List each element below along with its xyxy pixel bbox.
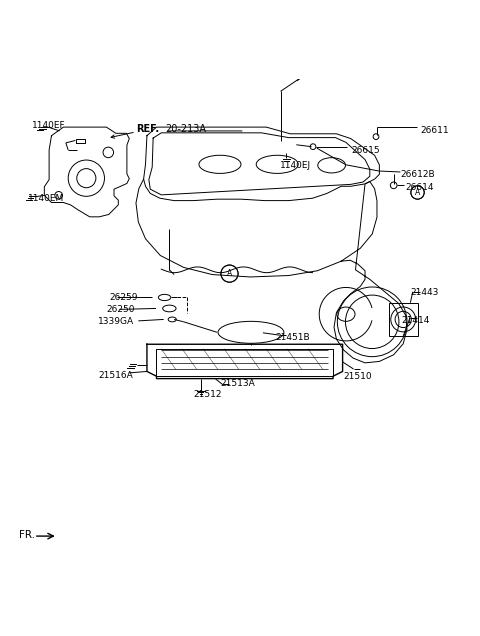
Text: 26615: 26615	[351, 146, 380, 155]
Text: 21513A: 21513A	[220, 379, 255, 389]
Text: 26614: 26614	[405, 183, 433, 192]
Text: 21510: 21510	[343, 371, 372, 381]
Text: 26612B: 26612B	[400, 170, 435, 179]
Text: 1140EJ: 1140EJ	[280, 161, 311, 170]
Text: 1339GA: 1339GA	[98, 317, 134, 326]
Text: 26250: 26250	[107, 305, 135, 314]
Text: 21512: 21512	[194, 390, 222, 399]
Text: 1140EF: 1140EF	[32, 121, 65, 130]
Text: A: A	[227, 269, 232, 278]
Text: FR.: FR.	[19, 530, 35, 540]
Text: 20-213A: 20-213A	[165, 123, 206, 134]
Text: A: A	[415, 188, 420, 197]
Text: 26611: 26611	[420, 126, 449, 135]
Text: 21414: 21414	[401, 316, 430, 325]
Text: 21443: 21443	[410, 288, 438, 297]
Text: 21516A: 21516A	[98, 371, 133, 380]
Text: 26259: 26259	[109, 293, 138, 302]
Text: REF.: REF.	[136, 123, 159, 134]
Text: 1140EM: 1140EM	[28, 194, 64, 203]
Text: 21451B: 21451B	[276, 333, 311, 342]
